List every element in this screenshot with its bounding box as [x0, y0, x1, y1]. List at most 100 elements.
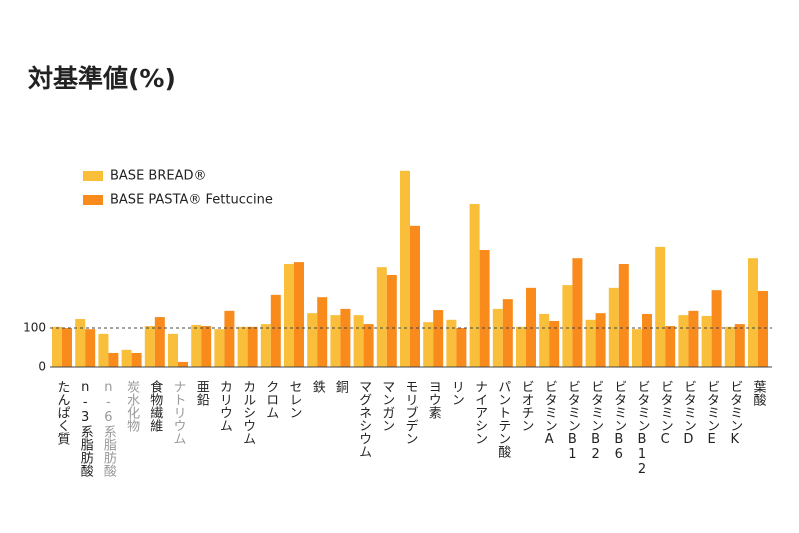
x-tick-label: 鉄 [310, 380, 326, 393]
bar [711, 290, 722, 367]
bar [724, 326, 735, 367]
bar [655, 246, 666, 367]
bar [539, 313, 550, 367]
bar [85, 329, 96, 367]
bar [144, 326, 155, 367]
bar [307, 313, 318, 367]
x-tick-label: たんぱく質 [55, 380, 71, 446]
bar [75, 319, 86, 367]
y-tick-label: 100 [23, 321, 46, 335]
x-tick-label: ナトリウム [171, 380, 186, 445]
x-tick-label: 銅 [333, 380, 349, 393]
bar [131, 352, 142, 367]
bar [214, 329, 225, 367]
x-tick-label: カルシウム [240, 380, 255, 445]
legend-label: BASE PASTA® Fettuccine [110, 193, 273, 208]
bar [748, 258, 758, 367]
x-tick-label: ビタミンC [658, 380, 673, 447]
bar [363, 324, 374, 367]
bar [270, 294, 281, 367]
bar [526, 287, 536, 367]
x-tick-label: マグネシウム [356, 380, 372, 458]
legend-swatch [83, 171, 103, 181]
bar [386, 274, 397, 367]
chart-title: 対基準値(%) [28, 64, 176, 93]
x-tick-label: パントテン酸 [495, 380, 511, 458]
x-tick-label: n-3系脂肪酸 [78, 380, 94, 477]
bar [758, 290, 768, 367]
x-tick-label: ビタミンB2 [588, 380, 603, 462]
bar [433, 310, 444, 367]
bar [224, 310, 235, 367]
x-tick-label: ビタミンB12 [635, 380, 650, 477]
y-tick-label: 0 [38, 360, 46, 374]
bar [376, 267, 387, 367]
bar [665, 326, 676, 367]
bar [608, 287, 619, 367]
x-tick-label: ビタミンE [704, 380, 719, 447]
bar [734, 324, 745, 367]
x-tick-label: ヨウ素 [426, 380, 442, 419]
x-tick-label: カリウム [217, 380, 232, 432]
x-tick-label: ビオチン [519, 380, 534, 432]
bar [108, 352, 119, 367]
bar [52, 326, 62, 367]
bar [549, 320, 560, 367]
bar [479, 250, 490, 367]
bar [284, 264, 294, 367]
x-tick-label: ビタミンD [681, 380, 696, 447]
bar [330, 315, 341, 367]
x-tick-label: ビタミンB6 [611, 380, 626, 462]
bar [492, 308, 503, 367]
bar [446, 319, 457, 367]
x-tick-label: 炭水化物 [124, 380, 140, 433]
x-tick-label: クロム [263, 380, 278, 419]
bar [456, 328, 467, 367]
bar [502, 299, 513, 367]
bar [340, 308, 351, 367]
bar [178, 361, 188, 367]
bar [247, 326, 258, 367]
bar [516, 326, 526, 367]
x-tick-label: マンガン [379, 380, 394, 432]
bar [62, 328, 72, 367]
x-tick-label: n-6系脂肪酸 [101, 380, 117, 477]
x-tick-label: リン [449, 380, 464, 406]
x-tick-label: セレン [287, 380, 303, 419]
x-tick-label: 亜鉛 [194, 380, 210, 406]
bar [469, 203, 480, 367]
x-tick-label: ビタミンB1 [565, 380, 580, 462]
bar [294, 262, 304, 367]
bar [191, 324, 202, 367]
bar [632, 329, 642, 367]
bar [410, 225, 420, 367]
bar [201, 326, 212, 367]
bar [585, 319, 596, 367]
x-tick-label: モリブデン [403, 380, 418, 445]
x-tick-label: ビタミンK [727, 380, 742, 447]
bar [260, 324, 271, 367]
bar [154, 317, 165, 367]
bar [317, 297, 328, 367]
bar [678, 315, 689, 367]
bar [572, 258, 583, 367]
bar [400, 170, 410, 367]
x-tick-label: 葉酸 [751, 380, 767, 406]
bar [618, 264, 629, 367]
bar [423, 322, 434, 367]
bar [688, 310, 699, 367]
bar [353, 315, 364, 367]
legend-label: BASE BREAD® [110, 169, 206, 184]
bar [701, 315, 712, 367]
bar [98, 333, 109, 367]
bar [642, 313, 652, 367]
bar [121, 349, 132, 367]
x-tick-label: 食物繊維 [147, 379, 163, 432]
bar [562, 285, 573, 367]
bar [237, 326, 248, 367]
x-tick-label: ビタミンA [542, 380, 557, 447]
legend-swatch [83, 195, 103, 205]
bar [595, 313, 606, 367]
bar [168, 333, 178, 367]
